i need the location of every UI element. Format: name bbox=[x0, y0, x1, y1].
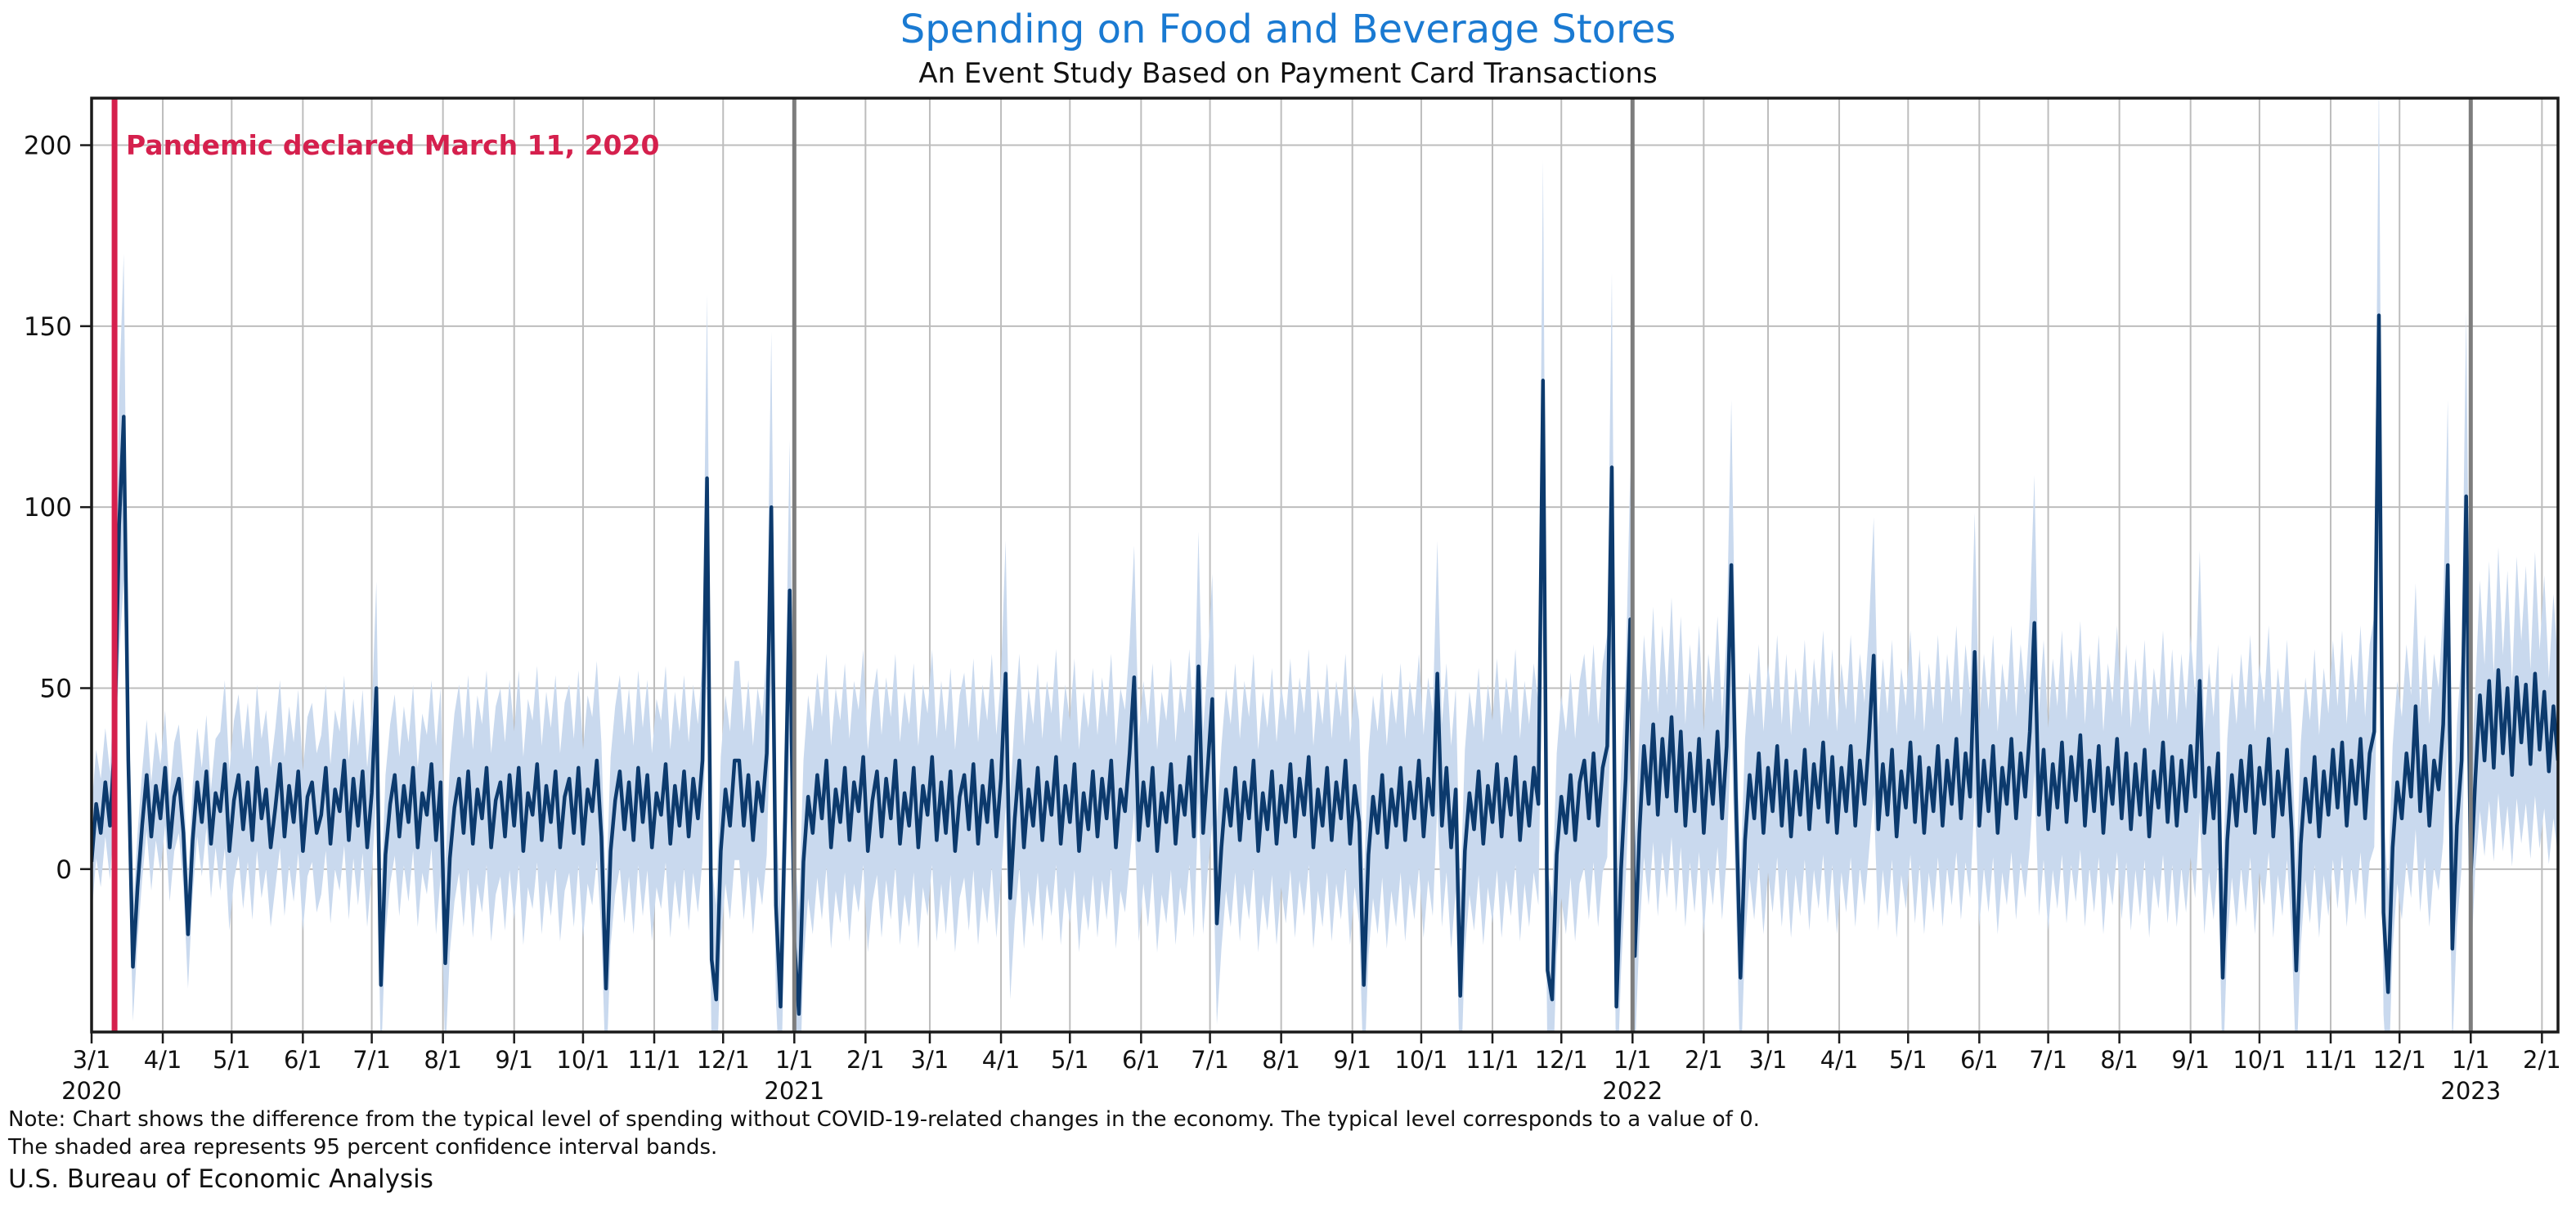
x-tick-label: 11/1 bbox=[627, 1046, 680, 1074]
x-tick-label: 12/1 bbox=[697, 1046, 750, 1074]
plot-border bbox=[90, 96, 2560, 1034]
pandemic-annotation: Pandemic declared March 11, 2020 bbox=[126, 129, 660, 161]
x-axis-year-label: 2022 bbox=[1602, 1077, 1663, 1105]
x-tick-label: 12/1 bbox=[2373, 1046, 2426, 1074]
x-tick-label: 9/1 bbox=[495, 1046, 533, 1074]
x-tick-label: 4/1 bbox=[1820, 1046, 1859, 1074]
x-tick-label: 2/1 bbox=[2523, 1046, 2561, 1074]
x-tick-label: 10/1 bbox=[1394, 1046, 1447, 1074]
x-tick-label: 8/1 bbox=[424, 1046, 462, 1074]
x-axis-year-label: 2020 bbox=[61, 1077, 122, 1105]
x-tick-label: 6/1 bbox=[1960, 1046, 1999, 1074]
x-tick-label: 1/1 bbox=[1613, 1046, 1652, 1074]
x-tick-label: 5/1 bbox=[1051, 1046, 1089, 1074]
footnote-line-1: Note: Chart shows the difference from th… bbox=[8, 1107, 1760, 1132]
y-tick-label: 0 bbox=[56, 855, 72, 885]
x-tick-label: 12/1 bbox=[1535, 1046, 1588, 1074]
x-axis-year-label: 2023 bbox=[2440, 1077, 2501, 1105]
x-tick-label: 3/1 bbox=[1749, 1046, 1788, 1074]
y-tick-label: 200 bbox=[24, 132, 72, 161]
series-line bbox=[92, 313, 2558, 1016]
x-tick-label: 10/1 bbox=[556, 1046, 609, 1074]
x-tick-label: 7/1 bbox=[1191, 1046, 1229, 1074]
y-tick-label: 50 bbox=[40, 674, 72, 703]
x-tick-label: 4/1 bbox=[982, 1046, 1021, 1074]
source-attribution: U.S. Bureau of Economic Analysis bbox=[8, 1164, 433, 1194]
chart-title: Spending on Food and Beverage Stores bbox=[900, 7, 1676, 52]
x-tick-label: 1/1 bbox=[775, 1046, 814, 1074]
chart-subtitle: An Event Study Based on Payment Card Tra… bbox=[918, 57, 1658, 90]
x-tick-label: 6/1 bbox=[1122, 1046, 1160, 1074]
x-tick-label: 7/1 bbox=[352, 1046, 391, 1074]
x-tick-label: 4/1 bbox=[144, 1046, 182, 1074]
x-tick-label: 8/1 bbox=[2100, 1046, 2138, 1074]
y-tick-label: 150 bbox=[24, 312, 72, 342]
footnote-line-2: The shaded area represents 95 percent co… bbox=[8, 1135, 718, 1160]
y-tick-label: 100 bbox=[24, 493, 72, 523]
x-tick-label: 7/1 bbox=[2029, 1046, 2067, 1074]
x-tick-label: 5/1 bbox=[213, 1046, 251, 1074]
x-tick-label: 5/1 bbox=[1889, 1046, 1928, 1074]
x-tick-label: 9/1 bbox=[1333, 1046, 1371, 1074]
x-tick-label: 8/1 bbox=[1262, 1046, 1300, 1074]
x-tick-label: 11/1 bbox=[2304, 1046, 2357, 1074]
x-tick-label: 11/1 bbox=[1465, 1046, 1519, 1074]
x-axis-year-label: 2021 bbox=[764, 1077, 824, 1105]
x-tick-label: 9/1 bbox=[2171, 1046, 2210, 1074]
x-tick-label: 3/1 bbox=[911, 1046, 949, 1074]
confidence-band bbox=[92, 98, 2558, 1032]
x-tick-label: 2/1 bbox=[846, 1046, 885, 1074]
x-tick-label: 6/1 bbox=[284, 1046, 322, 1074]
x-tick-label: 10/1 bbox=[2233, 1046, 2286, 1074]
x-tick-label: 1/1 bbox=[2452, 1046, 2490, 1074]
x-tick-label: 2/1 bbox=[1685, 1046, 1723, 1074]
x-tick-label: 3/1 bbox=[73, 1046, 111, 1074]
